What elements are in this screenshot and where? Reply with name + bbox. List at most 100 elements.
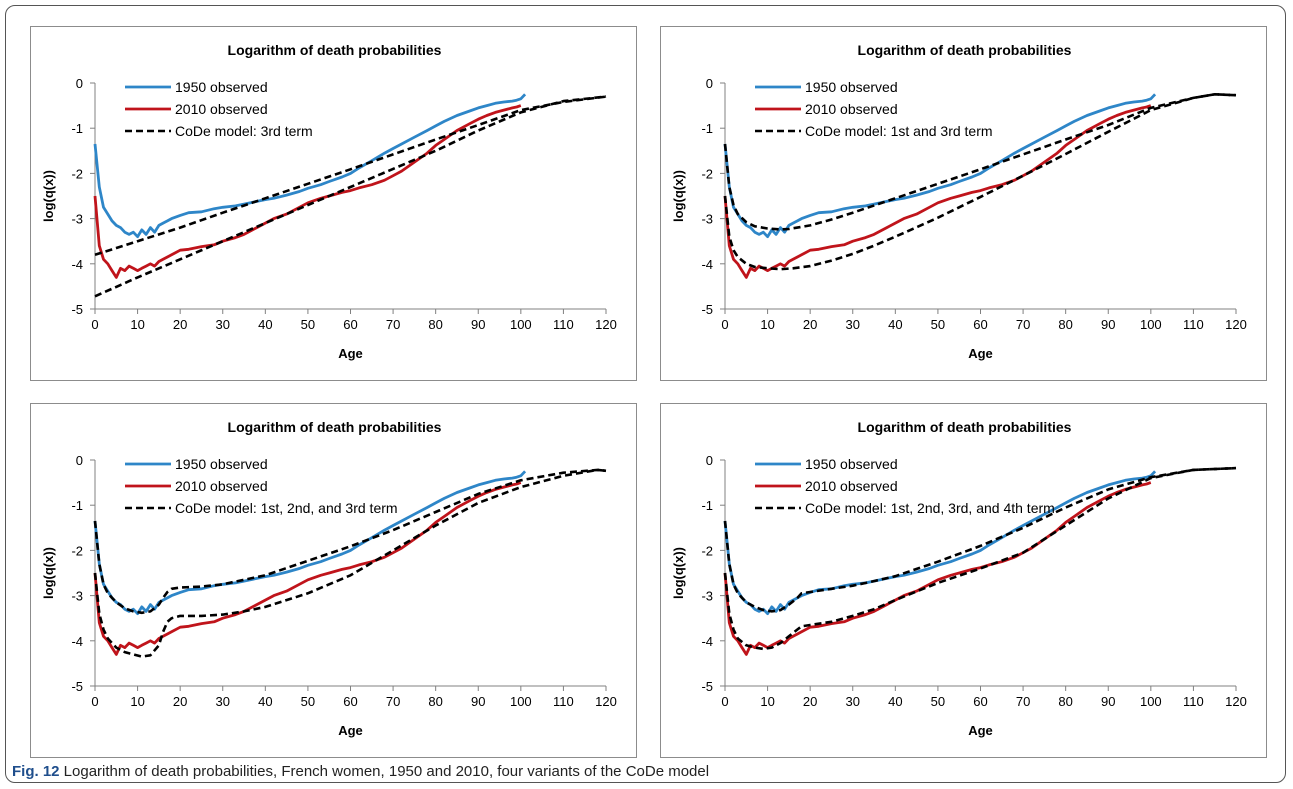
legend-entry: 2010 observed xyxy=(805,478,898,494)
y-tick-label: -2 xyxy=(71,543,83,558)
x-tick-label: 40 xyxy=(258,694,272,709)
x-tick-label: 110 xyxy=(1183,317,1204,332)
x-tick-label: 20 xyxy=(803,694,817,709)
x-axis-label: Age xyxy=(968,723,993,738)
y-axis-label: log(q(x)) xyxy=(41,170,56,222)
x-tick-label: 10 xyxy=(760,694,774,709)
legend-entry: 2010 observed xyxy=(175,101,268,117)
x-axis-label: Age xyxy=(968,346,993,361)
x-tick-label: 70 xyxy=(386,694,400,709)
x-tick-label: 70 xyxy=(1016,694,1030,709)
x-tick-label: 90 xyxy=(1101,317,1115,332)
x-tick-label: 20 xyxy=(173,317,187,332)
chart-panel-3: Logarithm of death probabilities 0 10 20 30 4… xyxy=(30,403,637,758)
x-tick-label: 120 xyxy=(595,317,617,332)
legend-entry: 2010 observed xyxy=(175,478,268,494)
chart-title: Logarithm of death probabilities xyxy=(228,419,442,435)
chart-svg: Logarithm of death probabilities 0 10 20 30 4… xyxy=(671,419,1247,738)
chart-panel-2: Logarithm of death probabilities 0 10 20 30 4… xyxy=(660,26,1267,381)
y-axis-label: log(q(x)) xyxy=(671,547,686,599)
y-tick-label: -3 xyxy=(71,212,83,227)
series-line-2010-observed xyxy=(93,481,522,656)
y-tick-label: -4 xyxy=(701,257,713,272)
series-line-model-fit-b xyxy=(723,93,1237,271)
chart-svg: Logarithm of death probabilities 0 10 20 30 4… xyxy=(671,42,1247,361)
x-tick-label: 90 xyxy=(471,317,485,332)
y-tick-label: 0 xyxy=(76,76,83,91)
x-tick-label: 100 xyxy=(510,694,532,709)
series-line-model-fit-b xyxy=(94,95,607,298)
x-tick-label: 0 xyxy=(721,317,728,332)
x-tick-label: 30 xyxy=(846,694,860,709)
x-tick-label: 20 xyxy=(173,694,187,709)
x-tick-label: 120 xyxy=(595,694,617,709)
series-line-1950-observed xyxy=(723,470,1157,616)
x-tick-label: 60 xyxy=(973,317,987,332)
series-line-model-fit-b xyxy=(723,466,1237,651)
y-tick-label: -3 xyxy=(71,589,83,604)
x-tick-label: 50 xyxy=(931,694,945,709)
x-tick-label: 50 xyxy=(301,694,315,709)
y-tick-label: 0 xyxy=(706,76,713,91)
figure-label: Fig. 12 xyxy=(12,763,60,780)
x-tick-label: 120 xyxy=(1225,317,1247,332)
x-tick-label: 0 xyxy=(91,694,98,709)
x-tick-label: 110 xyxy=(553,317,574,332)
y-tick-label: 0 xyxy=(706,453,713,468)
y-tick-label: -4 xyxy=(71,634,83,649)
legend-entry: CoDe model: 1st, 2nd, 3rd, and 4th term xyxy=(805,500,1055,516)
y-tick-label: -1 xyxy=(71,498,83,513)
x-tick-label: 60 xyxy=(973,694,987,709)
chart-title: Logarithm of death probabilities xyxy=(858,419,1072,435)
series-line-model-fit-b xyxy=(93,468,607,658)
x-tick-label: 50 xyxy=(931,317,945,332)
chart-panel-1: Logarithm of death probabilities 0 10 20 30 4… xyxy=(30,26,637,381)
y-tick-label: -5 xyxy=(701,302,713,317)
y-axis-label: log(q(x)) xyxy=(41,547,56,599)
series-line-model-fit-a xyxy=(723,466,1237,613)
caption-text: Logarithm of death probabilities, French… xyxy=(59,763,710,780)
y-tick-label: 0 xyxy=(76,453,83,468)
series-line-model-fit-a xyxy=(723,93,1237,231)
y-tick-label: -5 xyxy=(701,679,713,694)
x-tick-label: 40 xyxy=(888,317,902,332)
x-tick-label: 70 xyxy=(386,317,400,332)
y-tick-label: -3 xyxy=(701,589,713,604)
figure-caption: Fig. 12 Logarithm of death probabilities… xyxy=(12,763,709,780)
x-tick-label: 10 xyxy=(130,317,144,332)
chart-title: Logarithm of death probabilities xyxy=(228,42,442,58)
legend-entry: CoDe model: 3rd term xyxy=(175,123,313,139)
x-tick-label: 10 xyxy=(760,317,774,332)
x-tick-label: 110 xyxy=(1183,694,1204,709)
x-tick-label: 100 xyxy=(1140,317,1162,332)
y-axis-label: log(q(x)) xyxy=(671,170,686,222)
x-tick-label: 40 xyxy=(888,694,902,709)
y-tick-label: -4 xyxy=(71,257,83,272)
x-tick-label: 50 xyxy=(301,317,315,332)
y-tick-label: -5 xyxy=(71,679,83,694)
x-tick-label: 0 xyxy=(91,317,98,332)
x-tick-label: 80 xyxy=(428,694,442,709)
x-tick-label: 40 xyxy=(258,317,272,332)
figure-frame xyxy=(5,5,1286,783)
x-tick-label: 90 xyxy=(471,694,485,709)
y-tick-label: -1 xyxy=(701,498,713,513)
y-tick-label: -3 xyxy=(701,212,713,227)
y-tick-label: -2 xyxy=(701,543,713,558)
x-tick-label: 120 xyxy=(1225,694,1247,709)
x-tick-label: 100 xyxy=(1140,694,1162,709)
y-tick-label: -2 xyxy=(701,166,713,181)
series-line-model-fit-a xyxy=(93,468,607,615)
x-axis-label: Age xyxy=(338,346,363,361)
chart-svg: Logarithm of death probabilities 0 10 20 30 4… xyxy=(41,419,617,738)
chart-panel-4: Logarithm of death probabilities 0 10 20 30 4… xyxy=(660,403,1267,758)
y-tick-label: -1 xyxy=(701,121,713,136)
x-tick-label: 110 xyxy=(553,694,574,709)
x-tick-label: 80 xyxy=(428,317,442,332)
chart-title: Logarithm of death probabilities xyxy=(858,42,1072,58)
series-line-1950-observed xyxy=(93,470,527,616)
legend-entry: CoDe model: 1st and 3rd term xyxy=(805,123,993,139)
x-tick-label: 70 xyxy=(1016,317,1030,332)
x-axis-label: Age xyxy=(338,723,363,738)
chart-svg: Logarithm of death probabilities 0 10 20 30 4… xyxy=(41,42,617,361)
